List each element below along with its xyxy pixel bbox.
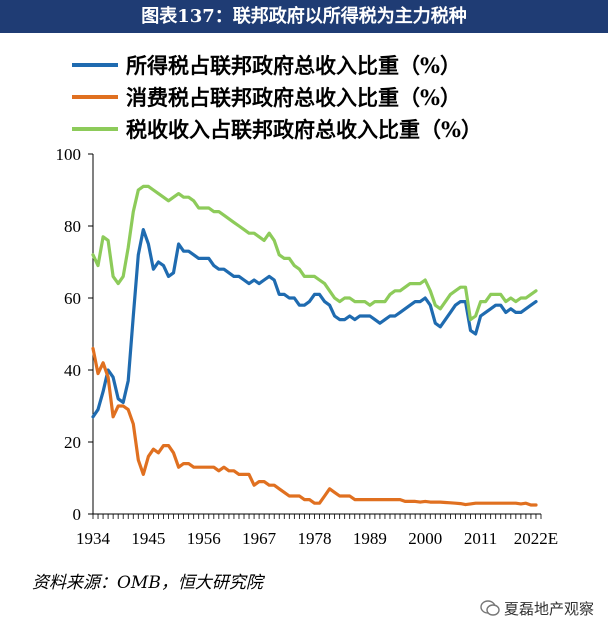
y-tick-label: 100 xyxy=(56,145,82,164)
x-tick-label: 2022E xyxy=(514,529,558,548)
plot-area xyxy=(91,184,538,507)
series-line-0 xyxy=(91,228,538,419)
y-tick-label: 60 xyxy=(64,289,81,308)
x-tick-label: 1945 xyxy=(131,529,165,548)
y-tick-label: 40 xyxy=(64,361,81,380)
y-tick-label: 0 xyxy=(73,505,82,524)
series-line-1 xyxy=(91,346,538,507)
line-chart: 所得税占联邦政府总收入比重（%） 消费税占联邦政府总收入比重（%） 税收收入占联邦政… xyxy=(56,53,559,548)
watermark: 夏磊地产观察 xyxy=(480,598,594,619)
x-tick-label: 1978 xyxy=(297,529,331,548)
x-tick-label: 2000 xyxy=(408,529,442,548)
legend-label-0: 所得税占联邦政府总收入比重（%） xyxy=(126,53,461,78)
x-tick-label: 1934 xyxy=(76,529,111,548)
legend-label-1: 消费税占联邦政府总收入比重（%） xyxy=(126,85,461,110)
axes: 0 20 40 60 80 100 1934 1945 1956 1967 1978 1989 2000… xyxy=(56,145,559,548)
wechat-icon xyxy=(480,600,500,616)
y-tick-label: 20 xyxy=(64,433,81,452)
x-tick-label: 1989 xyxy=(353,529,387,548)
y-tick-label: 80 xyxy=(64,217,81,236)
legend-label-2: 税收收入占联邦政府总收入比重（%） xyxy=(126,117,482,142)
legend: 所得税占联邦政府总收入比重（%） 消费税占联邦政府总收入比重（%） 税收收入占联邦政… xyxy=(72,53,482,142)
series-line-2 xyxy=(91,184,538,322)
x-tick-label: 2011 xyxy=(464,529,497,548)
chart-title: 图表137：联邦政府以所得税为主力税种 xyxy=(0,0,608,33)
watermark-text: 夏磊地产观察 xyxy=(504,600,595,618)
source-note: 资料来源：OMB，恒大研究院 xyxy=(32,573,263,593)
x-tick-label: 1967 xyxy=(242,529,277,548)
x-tick-label: 1956 xyxy=(187,529,221,548)
